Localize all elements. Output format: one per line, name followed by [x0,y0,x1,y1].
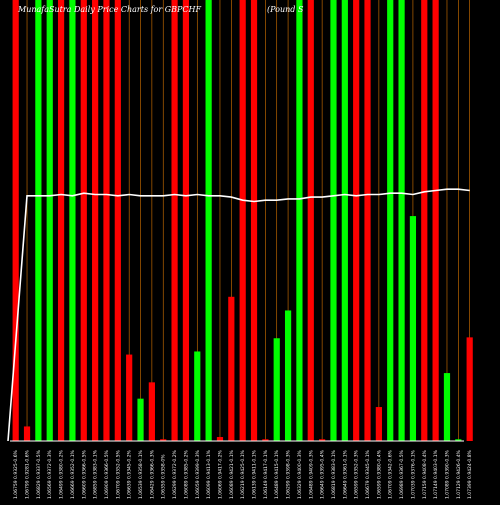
tick-label: 1.06489 0.9415-0.1% [274,449,280,499]
bar [409,216,417,441]
bar [307,0,314,441]
bar [398,0,405,441]
tick-label: 1.06139 0.9411-0.1% [252,449,258,499]
tick-label: 1.06709 0.9352-0.5% [115,449,121,499]
tick-label: 1.06219 0.9425-0.1% [240,449,246,499]
bar [284,310,292,441]
bar [92,0,99,441]
tick-label: 1.06499 0.9380-0.2% [59,449,65,499]
tick-label: 1.06669 0.9352-0.1% [70,449,76,499]
bar [160,439,167,441]
tick-label: 1.06909 0.9366-0.5% [104,449,110,499]
tick-label: 1.06609 0.9366-0.5% [81,449,87,499]
bar [466,337,473,441]
tick-label: 1.06089 0.9421-0.1% [229,449,235,499]
tick-label: 1.06859 0.9383-0.1% [93,449,99,499]
tick-label: 1.06649 0.9361-0.1% [342,449,348,499]
bar [126,354,133,441]
tick-label: 1.06639 0.9345-0.2% [127,449,133,499]
bar [35,0,42,441]
tick-label: 1.06679 0.9345-0.1% [365,449,371,499]
bar [364,0,371,441]
bar [182,0,190,441]
bar [103,0,110,441]
tick-label: 1.06329 0.9400-0.3% [297,449,303,499]
tick-label: 1.06299 0.9398-0.3% [286,449,292,499]
bars [12,0,473,441]
bar [341,0,348,441]
bar [375,407,382,441]
tick-label: 1.06539 0.9358-0.1% [138,449,144,499]
tick-label: 1.06069 0.9417-0.2% [217,449,223,499]
bar [57,0,65,441]
tick-label: 1.06569 0.9372-0.3% [47,449,53,499]
tick-label: 1.06489 0.9409-0.3% [308,449,314,499]
bar [421,0,428,441]
bar [137,398,144,441]
tick-label: 1.06989 0.9367-0.5% [399,449,405,499]
bar [148,382,155,441]
tick-label: 1.06709 0.9342-0.6% [388,449,394,499]
bar [250,0,258,441]
tick-label: 1.07129 0.9426-0.4% [456,449,462,499]
tick-label: 1.06099 0.9413-0.1% [206,449,212,499]
tick-label: 1.06829 0.9337-0.5% [36,449,42,499]
bar [296,0,303,441]
tick-label: 1.06759 0.9325-0.6% [13,449,19,499]
bar [228,296,235,441]
bar [353,0,360,441]
tick-label: 1.07159 0.9408-0.4% [422,449,428,499]
title: MunafaSutra Daily Price Charts for GBPCH… [17,5,304,14]
tick-labels: 1.06759 0.9325-0.6% 1.06799 0.9281-0.6% 1.… [13,449,473,499]
tick-label: 1.06359 0.9358-0% [161,454,167,499]
bar [46,0,53,441]
bar [216,437,224,441]
bar [194,351,201,441]
chart-subtitle: (Pound S [267,5,304,14]
bar [23,426,31,441]
tick-label: 1.07089 0.9390-0.3% [444,449,450,499]
tick-label: 1.07039 0.9376-0.1% [410,449,416,499]
bar [114,0,121,441]
tick-label: 1.07149 0.9403-0.1% [433,449,439,499]
bar [273,338,280,441]
tick-label: 1.06649 0.9395-0.4% [320,449,326,499]
tick-label: 1.06819 0.9383-0.1% [331,449,337,499]
tick-label: 1.06089 0.9385-0.2% [183,449,189,499]
bar [387,0,394,441]
tick-label: 1.06059 0.9399-0.3% [195,449,201,499]
bar [443,373,451,441]
tick-label: 1.06599 0.9352-0.3% [354,449,360,499]
bar [80,0,87,441]
tick-label: 1.06299 0.9372-0.2% [172,449,178,499]
chart-title: MunafaSutra Daily Price Charts for GBPCH… [17,5,201,14]
bar [205,0,212,441]
tick-label: 1.06799 0.9281-0.6% [25,449,31,499]
bar [69,0,76,441]
bar [330,0,337,441]
bar [262,439,269,441]
bar [12,0,19,441]
bar [239,0,246,441]
bar [171,0,178,441]
tick-label: 1.06429 0.9366-0.3% [149,449,155,499]
bar [319,439,326,441]
tick-label: 1.06149 0.9417-0.1% [263,449,269,499]
tick-label: 1.07399 0.9424-0.8% [467,449,473,499]
bar [455,439,462,441]
price-line [7,188,470,442]
tick-label: 1.06599 0.9380-0.4% [376,449,382,499]
bar [432,0,439,441]
